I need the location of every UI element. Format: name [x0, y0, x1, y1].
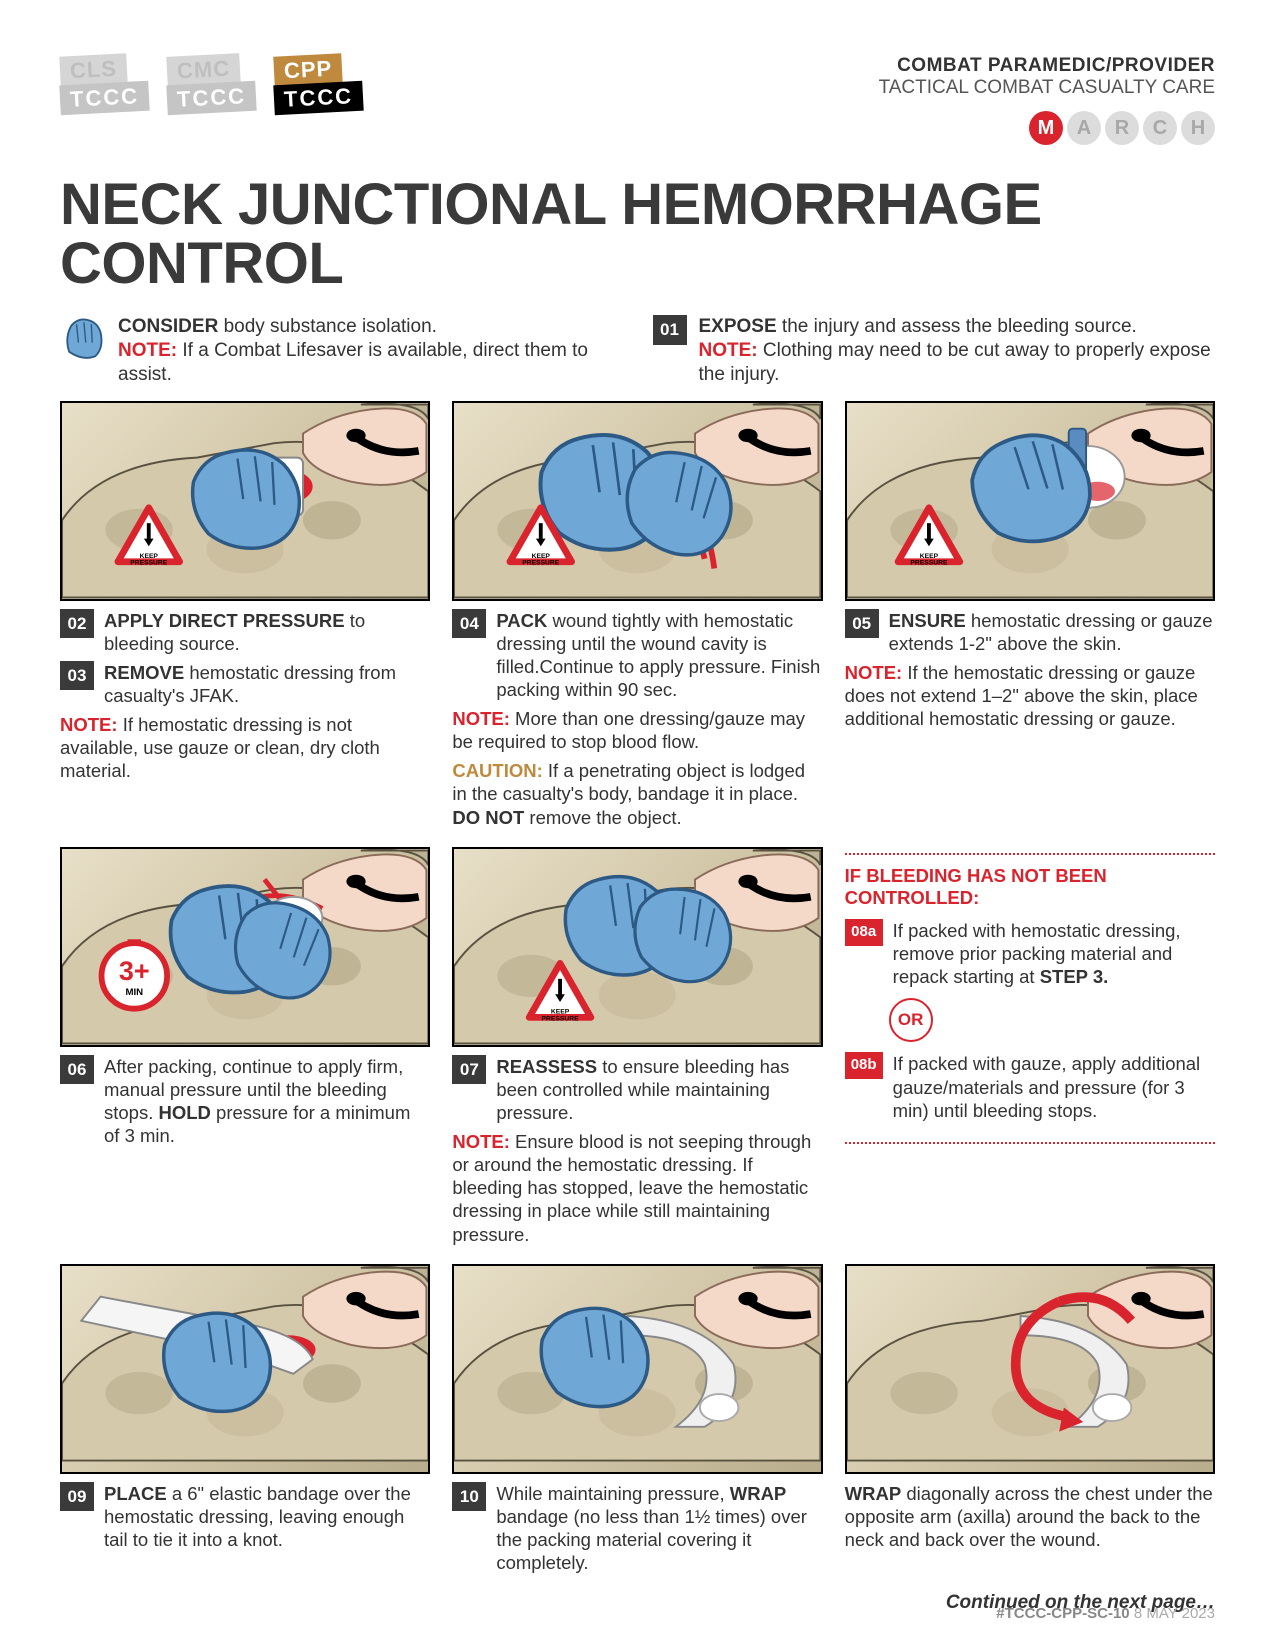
step-09: 09 PLACE a 6" elastic bandage over the h… [60, 1482, 430, 1551]
step-08a: 08a If packed with hemostatic dressing, … [845, 919, 1215, 988]
march-a: A [1067, 111, 1101, 145]
note-label: NOTE: [699, 340, 758, 361]
march-h: H [1181, 111, 1215, 145]
row2-col2: 07 REASSESS to ensure bleeding has been … [452, 847, 822, 1252]
march-r: R [1105, 111, 1139, 145]
step-04: 04 PACK wound tightly with hemostatic dr… [452, 609, 822, 702]
step-03-note: NOTE: If hemostatic dressing is not avai… [60, 713, 430, 782]
row3: 09 PLACE a 6" elastic bandage over the h… [60, 1264, 1215, 1581]
illustration-wrap [845, 1264, 1215, 1474]
illustration-step2 [60, 401, 430, 601]
step-08b: 08b If packed with gauze, apply addition… [845, 1052, 1215, 1121]
note-label: NOTE: [118, 340, 177, 361]
illustration-step6: 3+ MIN [60, 847, 430, 1047]
row3-col3: WRAP diagonally across the chest under t… [845, 1264, 1215, 1581]
header-subtitle: TACTICAL COMBAT CASUALTY CARE [879, 77, 1215, 99]
logo-cmc: CMC TCCC [167, 55, 256, 113]
row2: 3+ MIN 06 After packing, continue to app… [60, 847, 1215, 1252]
not-controlled-heading: IF BLEEDING HAS NOT BEEN CONTROLLED: [845, 865, 1215, 909]
step-05: 05 ENSURE hemostatic dressing or gauze e… [845, 609, 1215, 655]
illustration-step9 [60, 1264, 430, 1474]
row3-col2: 10 While maintaining pressure, WRAP band… [452, 1264, 822, 1581]
or-indicator: OR [889, 998, 933, 1042]
step-07-note: NOTE: Ensure blood is not seeping throug… [452, 1130, 822, 1246]
glove-icon [60, 315, 106, 361]
dotted-separator-bot [845, 1142, 1215, 1144]
svg-text:3+: 3+ [119, 955, 150, 985]
wrap-text: WRAP diagonally across the chest under t… [845, 1482, 1215, 1551]
illustration-step4 [452, 401, 822, 601]
step-05-note: NOTE: If the hemostatic dressing or gauz… [845, 661, 1215, 730]
illustration-step10 [452, 1264, 822, 1474]
svg-text:MIN: MIN [125, 987, 143, 998]
page-header: CLS TCCC CMC TCCC CPP TCCC COMBAT PARAME… [60, 55, 1215, 145]
step-01-badge: 01 [653, 315, 687, 344]
step-07: 07 REASSESS to ensure bleeding has been … [452, 1055, 822, 1124]
illustration-step5 [845, 401, 1215, 601]
footer: #TCCC-CPP-SC-10 8 MAY 2023 [996, 1605, 1215, 1622]
step-04-caution: CAUTION: If a penetrating object is lodg… [452, 759, 822, 828]
march-indicator: M A R C H [879, 111, 1215, 145]
intro-left: CONSIDER body substance isolation. NOTE:… [60, 315, 623, 386]
row1-col2: 04 PACK wound tightly with hemostatic dr… [452, 401, 822, 835]
step-03: 03 REMOVE hemostatic dressing from casua… [60, 661, 430, 707]
step-04-note: NOTE: More than one dressing/gauze may b… [452, 707, 822, 753]
logo-row: CLS TCCC CMC TCCC CPP TCCC [60, 55, 363, 113]
page-title: NECK JUNCTIONAL HEMORRHAGE CONTROL [60, 175, 1215, 293]
header-role: COMBAT PARAMEDIC/PROVIDER [879, 55, 1215, 77]
step-10: 10 While maintaining pressure, WRAP band… [452, 1482, 822, 1575]
illustration-step7 [452, 847, 822, 1047]
intro-right: 01 EXPOSE the injury and assess the blee… [653, 315, 1216, 386]
row1-col1: 02 APPLY DIRECT PRESSURE to bleeding sou… [60, 401, 430, 835]
row3-col1: 09 PLACE a 6" elastic bandage over the h… [60, 1264, 430, 1581]
dotted-separator-top [845, 853, 1215, 855]
logo-cpp: CPP TCCC [274, 55, 363, 113]
row1-col3: 05 ENSURE hemostatic dressing or gauze e… [845, 401, 1215, 835]
step-02: 02 APPLY DIRECT PRESSURE to bleeding sou… [60, 609, 430, 655]
logo-cls: CLS TCCC [60, 55, 149, 113]
intro-row: CONSIDER body substance isolation. NOTE:… [60, 315, 1215, 386]
row2-col1: 3+ MIN 06 After packing, continue to app… [60, 847, 430, 1252]
row2-col3: IF BLEEDING HAS NOT BEEN CONTROLLED: 08a… [845, 847, 1215, 1252]
header-right: COMBAT PARAMEDIC/PROVIDER TACTICAL COMBA… [879, 55, 1215, 145]
row1: 02 APPLY DIRECT PRESSURE to bleeding sou… [60, 401, 1215, 835]
march-c: C [1143, 111, 1177, 145]
march-m: M [1029, 111, 1063, 145]
step-06: 06 After packing, continue to apply firm… [60, 1055, 430, 1148]
